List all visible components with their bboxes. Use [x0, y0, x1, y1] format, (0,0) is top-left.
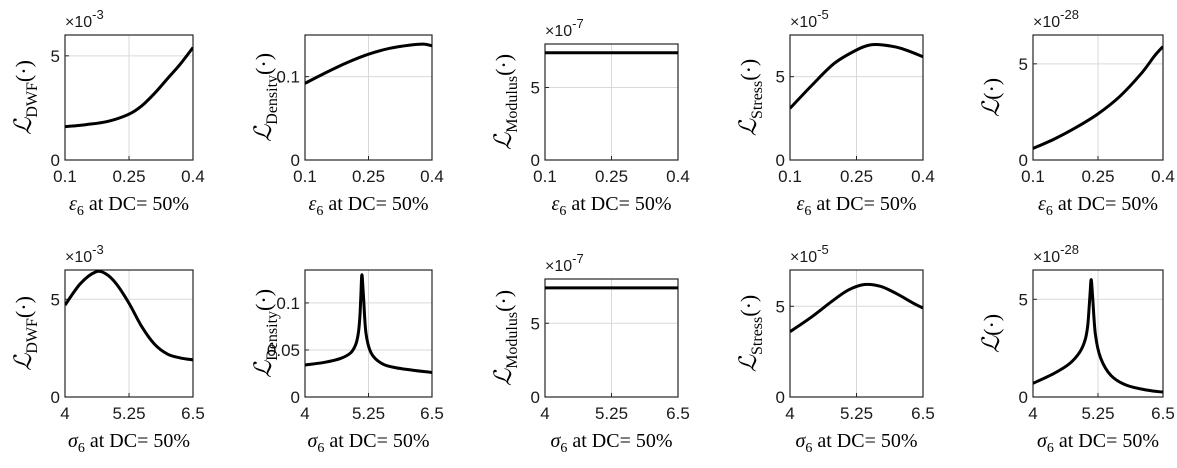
y-axis-label: ℒStress(·)	[736, 59, 766, 137]
y-axis-label: ℒDensity(·)	[251, 53, 281, 142]
y-axis-label: ℒDWF(·)	[11, 60, 41, 135]
x-tick-label: 5.25	[1081, 404, 1114, 423]
x-tick-label: 0.1	[778, 167, 802, 186]
y-tick-label: 5	[1019, 290, 1028, 309]
axis-multiplier: ×10-7	[545, 251, 584, 275]
x-tick-label: 0.25	[595, 167, 628, 186]
series-line	[790, 42, 923, 110]
x-tick-label: 0.4	[181, 167, 205, 186]
y-tick-label: 5	[51, 47, 60, 66]
x-tick-label: 5.25	[352, 404, 385, 423]
axis-multiplier: ×10-28	[1033, 242, 1079, 266]
x-tick-label: 6.5	[420, 404, 444, 423]
y-tick-label: 0	[776, 388, 785, 407]
x-tick-label: 0.25	[840, 167, 873, 186]
subplot-p7: 4 5.25 6.5 0 0.05 0.1 σ6 at DC= 50% ℒDensity(·)	[251, 269, 444, 456]
axis-multiplier: ×10-7	[545, 16, 584, 40]
subplot-p2: 0.1 0.25 0.400.1ε6 at DC= 50%ℒDensity(·)	[251, 34, 444, 219]
subplot-p9: 4 5.25 6.5 0 5 ×10-5 σ6 at DC= 50% ℒStress(·)	[736, 242, 935, 456]
x-axis-label: σ6 at DC= 50%	[68, 430, 190, 456]
x-tick-label: 0.4	[1151, 167, 1175, 186]
y-tick-label: 0	[291, 151, 300, 170]
y-tick-label: 0	[531, 388, 540, 407]
y-axis-label: ℒ(·)	[979, 78, 1005, 117]
y-axis-label: ℒDensity(·)	[251, 289, 281, 378]
y-tick-label: 0	[291, 388, 300, 407]
y-tick-label: 0	[1019, 151, 1028, 170]
series-line	[790, 282, 923, 333]
x-tick-label: 0.4	[666, 167, 690, 186]
x-tick-label: 0.1	[533, 167, 557, 186]
y-tick-label: 5	[1019, 55, 1028, 74]
x-tick-label: 6.5	[1151, 404, 1175, 423]
x-axis-label: ε6 at DC= 50%	[551, 193, 671, 219]
y-tick-label: 0.1	[276, 68, 300, 87]
subplot-p8: 4 5.25 6.5 0 5 ×10-7 σ6 at DC= 50% ℒModulus(·)	[491, 251, 690, 456]
x-tick-label: 0.1	[53, 167, 77, 186]
axis-multiplier: ×10-28	[1033, 7, 1079, 31]
axis-multiplier: ×10-3	[65, 242, 104, 266]
subplot-p4: 0.1 0.25 0.4 0 5 ×10-5 ε6 at DC= 50% ℒStress(·)	[736, 7, 935, 219]
subplot-p5: 0.1 0.25 0.4 0 5 ×10-28 ε6 at DC= 50% ℒ(·)	[979, 7, 1175, 219]
axis-multiplier: ×10-5	[790, 7, 829, 31]
y-axis-label: ℒ(·)	[979, 314, 1005, 353]
x-tick-label: 0.4	[911, 167, 935, 186]
y-axis-label: ℒStress(·)	[736, 295, 766, 373]
x-tick-label: 0.25	[1081, 167, 1114, 186]
x-tick-label: 4	[785, 404, 794, 423]
y-tick-label: 0	[51, 151, 60, 170]
series-line	[1033, 278, 1163, 394]
axis-multiplier: ×10-3	[65, 7, 104, 31]
x-axis-label: σ6 at DC= 50%	[1037, 430, 1159, 456]
y-tick-label: 0	[531, 151, 540, 170]
x-axis-label: ε6 at DC= 50%	[308, 193, 428, 219]
x-axis-label: ε6 at DC= 50%	[69, 193, 189, 219]
subplot-p10: 4 5.25 6.5 0 5 ×10-28 σ6 at DC= 50% ℒ(·)	[979, 242, 1175, 456]
y-tick-label: 0.1	[276, 294, 300, 313]
subplot-p3: 0.1 0.25 0.4 0 5 ×10-7 ε6 at DC= 50% ℒModulus(·…	[491, 16, 690, 219]
x-tick-label: 6.5	[911, 404, 935, 423]
series-line	[65, 46, 193, 129]
series-line	[305, 42, 432, 85]
y-axis-label: ℒDWF(·)	[11, 296, 41, 371]
x-tick-label: 5.25	[595, 404, 628, 423]
y-tick-label: 0	[776, 151, 785, 170]
series-line	[1033, 45, 1163, 150]
x-tick-label: 0.1	[293, 167, 317, 186]
y-tick-label: 5	[776, 297, 785, 316]
x-tick-label: 4	[60, 404, 69, 423]
x-tick-label: 0.1	[1021, 167, 1045, 186]
x-tick-label: 6.5	[666, 404, 690, 423]
x-tick-label: 0.4	[420, 167, 444, 186]
x-axis-label: σ6 at DC= 50%	[550, 430, 672, 456]
x-tick-label: 4	[540, 404, 549, 423]
y-tick-label: 5	[776, 68, 785, 87]
x-axis-label: σ6 at DC= 50%	[307, 430, 429, 456]
x-tick-label: 6.5	[181, 404, 205, 423]
y-tick-label: 0	[1019, 388, 1028, 407]
y-tick-label: 5	[531, 79, 540, 98]
y-tick-label: 0.05	[267, 341, 300, 360]
x-tick-label: 5.25	[840, 404, 873, 423]
x-axis-label: ε6 at DC= 50%	[796, 193, 916, 219]
y-axis-label: ℒModulus(·)	[491, 54, 521, 150]
y-tick-label: 5	[51, 290, 60, 309]
series-line	[305, 273, 432, 375]
x-tick-label: 0.25	[352, 167, 385, 186]
x-axis-label: ε6 at DC= 50%	[1038, 193, 1158, 219]
x-tick-label: 4	[300, 404, 309, 423]
y-tick-label: 5	[531, 314, 540, 333]
y-tick-label: 0	[51, 388, 60, 407]
x-tick-label: 4	[1028, 404, 1037, 423]
x-tick-label: 0.25	[112, 167, 145, 186]
x-axis-label: σ6 at DC= 50%	[795, 430, 917, 456]
series-line	[65, 270, 193, 362]
subplot-p6: 4 5.25 6.5 0 5 ×10-3 σ6 at DC= 50% ℒDWF(·)	[11, 242, 205, 456]
subplot-p1: 0.1 0.25 0.4 0 5 ×10-3 ε6 at DC= 50% ℒDWF(·)	[11, 7, 205, 219]
axis-multiplier: ×10-5	[790, 242, 829, 266]
x-tick-label: 5.25	[112, 404, 145, 423]
y-axis-label: ℒModulus(·)	[491, 290, 521, 386]
